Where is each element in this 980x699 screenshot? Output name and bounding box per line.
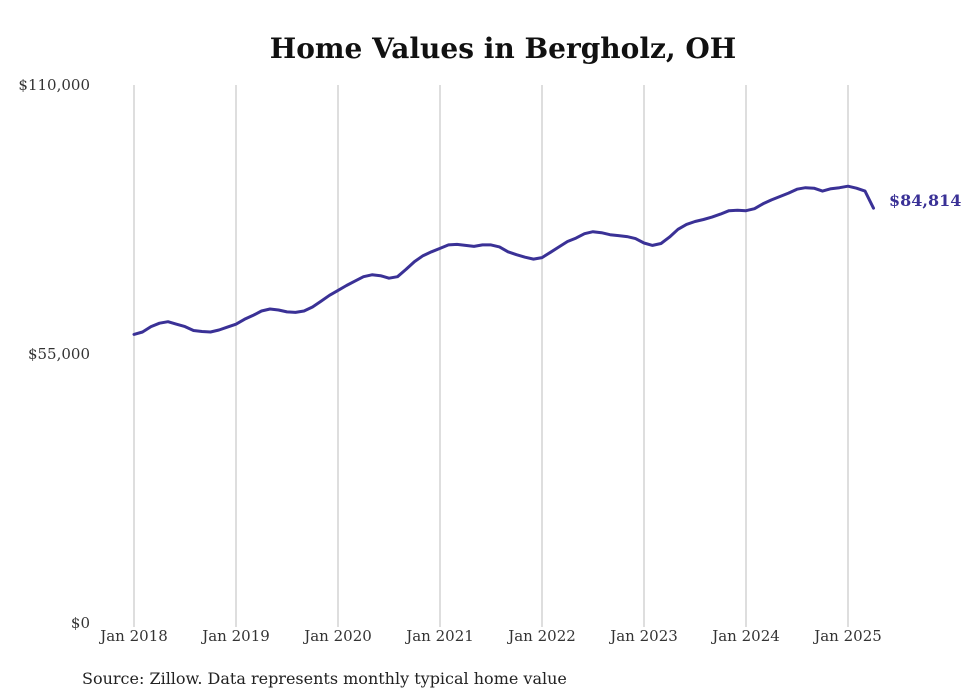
grid-layer bbox=[133, 85, 849, 627]
y-tick-label: $0 bbox=[71, 614, 90, 632]
y-axis: $0 $55,000 $110,000 bbox=[18, 76, 90, 632]
x-tick-label: Jan 2025 bbox=[812, 627, 882, 645]
x-tick-label: Jan 2023 bbox=[608, 627, 678, 645]
last-value-label: $84,814 bbox=[889, 191, 961, 210]
x-tick-label: Jan 2018 bbox=[98, 627, 168, 645]
x-tick-label: Jan 2019 bbox=[200, 627, 270, 645]
chart-title: Home Values in Bergholz, OH bbox=[270, 32, 736, 65]
x-axis: Jan 2018 Jan 2019 Jan 2020 Jan 2021 Jan 2022… bbox=[98, 627, 882, 645]
y-tick-label: $55,000 bbox=[28, 345, 90, 363]
y-tick-label: $110,000 bbox=[18, 76, 90, 94]
source-note: Source: Zillow. Data represents monthly … bbox=[82, 669, 567, 688]
x-tick-label: Jan 2020 bbox=[302, 627, 372, 645]
x-tick-label: Jan 2022 bbox=[506, 627, 576, 645]
x-tick-label: Jan 2024 bbox=[710, 627, 780, 645]
x-tick-label: Jan 2021 bbox=[404, 627, 474, 645]
series-line bbox=[132, 184, 875, 336]
series-layer bbox=[132, 184, 875, 336]
